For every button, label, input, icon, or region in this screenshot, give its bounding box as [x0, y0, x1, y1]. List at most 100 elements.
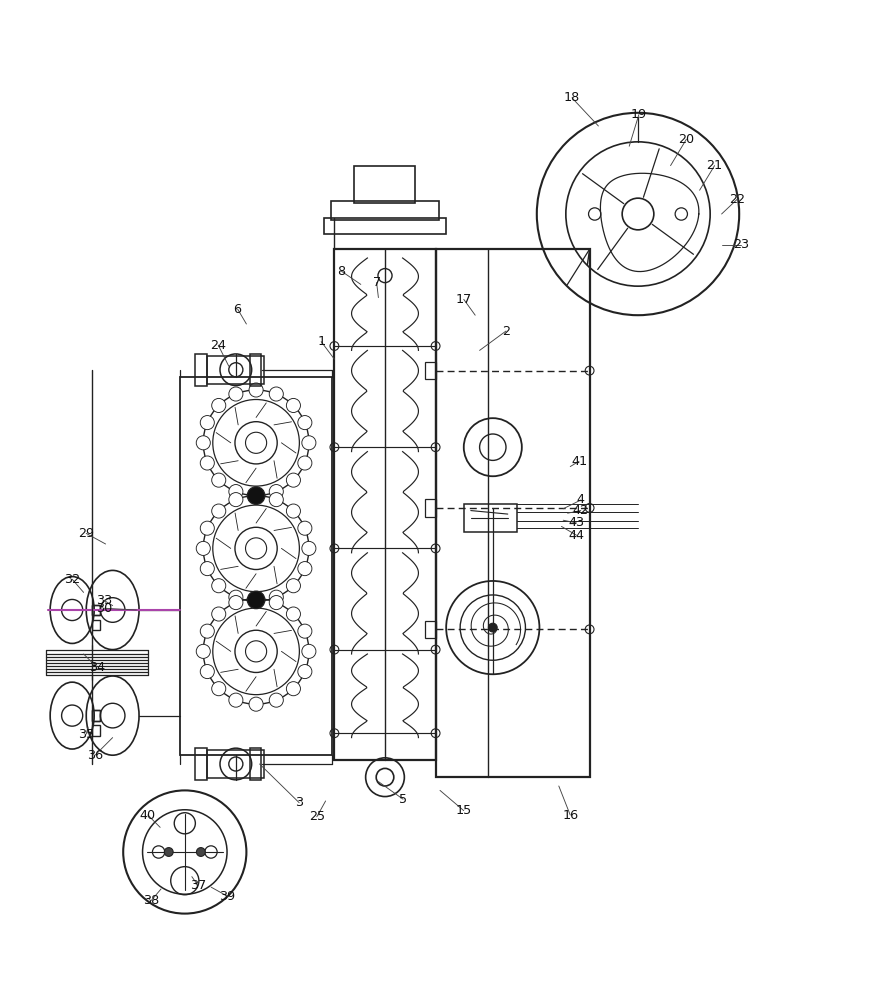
Bar — [331, 201, 439, 220]
Text: 24: 24 — [210, 339, 226, 352]
Text: 19: 19 — [631, 108, 647, 121]
Circle shape — [297, 456, 312, 470]
Text: 29: 29 — [78, 527, 94, 540]
Circle shape — [269, 596, 283, 610]
Circle shape — [196, 436, 210, 450]
Circle shape — [249, 489, 263, 503]
Circle shape — [201, 521, 215, 535]
Circle shape — [286, 579, 300, 593]
Bar — [92, 620, 100, 630]
Circle shape — [269, 485, 283, 499]
Text: 44: 44 — [568, 529, 584, 542]
Circle shape — [212, 504, 226, 518]
Text: 2: 2 — [502, 325, 510, 338]
Text: 20: 20 — [678, 133, 694, 146]
Text: 38: 38 — [143, 894, 159, 907]
Text: 4: 4 — [576, 493, 585, 506]
Bar — [425, 499, 436, 517]
Circle shape — [297, 624, 312, 638]
Bar — [92, 605, 100, 615]
Text: 16: 16 — [562, 809, 578, 822]
Circle shape — [297, 521, 312, 535]
Circle shape — [269, 693, 283, 707]
Bar — [92, 725, 100, 736]
Circle shape — [201, 665, 215, 679]
Circle shape — [212, 607, 226, 621]
Circle shape — [201, 562, 215, 576]
Circle shape — [286, 504, 300, 518]
Text: 7: 7 — [372, 276, 381, 289]
Text: 42: 42 — [573, 504, 589, 517]
Circle shape — [201, 456, 215, 470]
Text: 41: 41 — [571, 455, 587, 468]
Text: 33: 33 — [96, 594, 112, 607]
Circle shape — [229, 596, 243, 610]
Circle shape — [488, 623, 497, 632]
Bar — [250, 748, 261, 780]
Circle shape — [212, 398, 226, 413]
Bar — [92, 710, 100, 721]
Circle shape — [247, 487, 265, 504]
Text: 32: 32 — [64, 573, 80, 586]
Circle shape — [286, 473, 300, 487]
Circle shape — [165, 848, 173, 856]
Circle shape — [286, 607, 300, 621]
Bar — [207, 356, 264, 384]
Circle shape — [269, 590, 283, 604]
Text: 21: 21 — [707, 159, 722, 172]
Text: 22: 22 — [730, 193, 745, 206]
Circle shape — [201, 624, 215, 638]
Bar — [354, 166, 415, 203]
Circle shape — [302, 436, 316, 450]
Text: 3: 3 — [295, 796, 304, 809]
Bar — [180, 377, 332, 755]
Bar — [195, 354, 207, 386]
Circle shape — [249, 697, 263, 711]
Bar — [324, 218, 446, 234]
Text: 18: 18 — [564, 91, 580, 104]
Circle shape — [302, 541, 316, 555]
Text: 25: 25 — [309, 810, 325, 823]
Circle shape — [196, 644, 210, 658]
Circle shape — [229, 387, 243, 401]
Text: 43: 43 — [568, 516, 584, 529]
Bar — [425, 362, 436, 379]
Circle shape — [229, 590, 243, 604]
Circle shape — [249, 592, 263, 606]
Text: 17: 17 — [456, 293, 472, 306]
Circle shape — [297, 416, 312, 430]
Circle shape — [269, 493, 283, 507]
Bar — [207, 750, 264, 778]
Text: 35: 35 — [78, 728, 94, 741]
Circle shape — [212, 579, 226, 593]
Circle shape — [212, 682, 226, 696]
Text: 23: 23 — [733, 238, 749, 251]
Circle shape — [249, 383, 263, 397]
Text: 5: 5 — [399, 793, 407, 806]
Circle shape — [297, 665, 312, 679]
Circle shape — [229, 485, 243, 499]
Text: 34: 34 — [89, 661, 105, 674]
Circle shape — [247, 591, 265, 609]
Text: 37: 37 — [190, 879, 206, 892]
Bar — [195, 748, 207, 780]
Text: 1: 1 — [317, 335, 326, 348]
Circle shape — [269, 387, 283, 401]
Circle shape — [302, 644, 316, 658]
Circle shape — [249, 489, 263, 503]
Circle shape — [201, 416, 215, 430]
Text: 30: 30 — [96, 602, 112, 615]
Circle shape — [229, 693, 243, 707]
Text: 39: 39 — [219, 890, 235, 902]
Bar — [425, 621, 436, 638]
Text: 15: 15 — [456, 804, 472, 817]
Text: 6: 6 — [233, 303, 242, 316]
Circle shape — [249, 594, 263, 608]
Text: 36: 36 — [87, 749, 103, 762]
Circle shape — [196, 848, 205, 856]
Text: 8: 8 — [337, 265, 346, 278]
Circle shape — [229, 493, 243, 507]
Circle shape — [286, 682, 300, 696]
Bar — [92, 710, 100, 721]
Bar — [250, 354, 261, 386]
